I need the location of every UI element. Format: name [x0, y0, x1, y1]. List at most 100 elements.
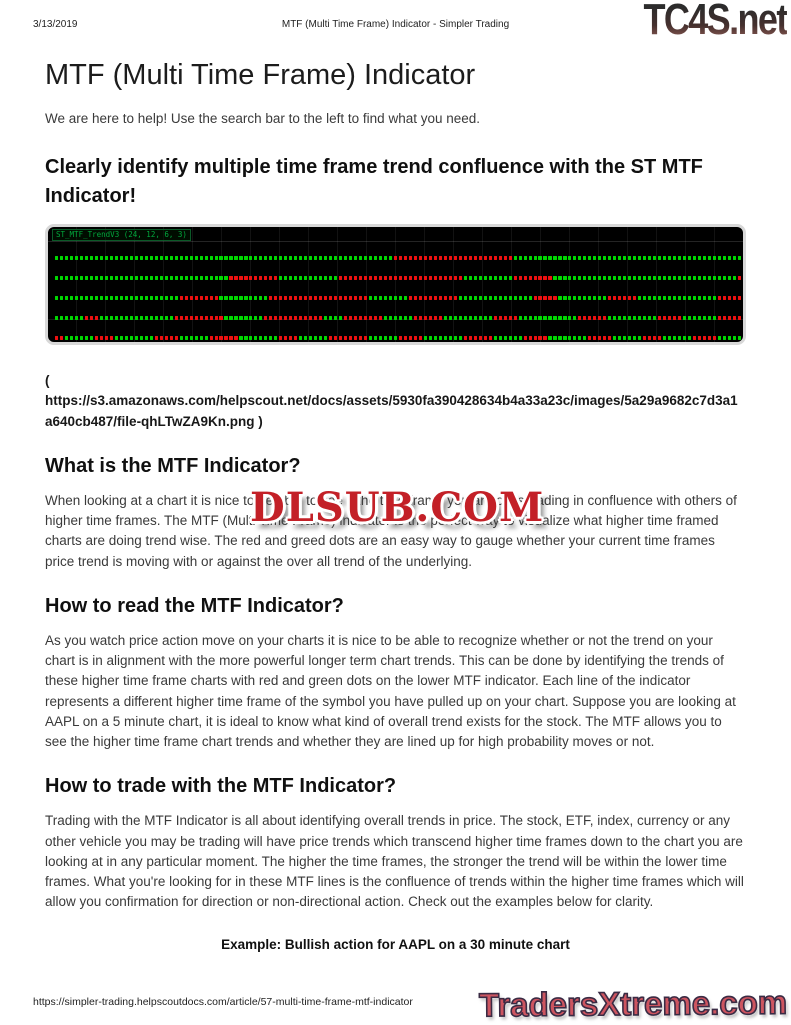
green-dot	[593, 295, 597, 301]
green-dot	[498, 275, 502, 281]
green-dot	[558, 255, 562, 261]
green-dot	[463, 295, 467, 301]
link-url-line2[interactable]: a640cb487/file-qhLTwZA9Kn.png )	[45, 413, 263, 429]
green-dot	[139, 255, 143, 261]
red-dot	[224, 335, 228, 341]
link-open-paren: (	[45, 373, 50, 389]
green-dot	[633, 255, 637, 261]
green-dot	[688, 335, 692, 341]
green-dot	[204, 255, 208, 261]
green-dot	[643, 295, 647, 301]
red-dot	[219, 335, 223, 341]
green-dot	[653, 275, 657, 281]
green-dot	[663, 295, 667, 301]
green-dot	[523, 255, 527, 261]
image-source-link[interactable]: ( https://s3.amazonaws.com/helpscout.net…	[45, 371, 746, 432]
green-dot	[448, 335, 452, 341]
green-dot	[159, 275, 163, 281]
green-dot	[89, 255, 93, 261]
green-dot	[513, 255, 517, 261]
red-dot	[433, 315, 437, 321]
green-dot	[294, 275, 298, 281]
green-dot	[154, 275, 158, 281]
red-dot	[453, 255, 457, 261]
green-dot	[618, 335, 622, 341]
green-dot	[717, 275, 722, 281]
red-dot	[543, 335, 547, 341]
green-dot	[508, 275, 512, 281]
green-dot	[563, 255, 567, 261]
green-dot	[493, 275, 497, 281]
red-dot	[727, 295, 731, 301]
green-dot	[568, 255, 572, 261]
red-dot	[329, 295, 333, 301]
green-dot	[732, 275, 736, 281]
green-dot	[99, 255, 103, 261]
red-dot	[732, 295, 736, 301]
green-dot	[84, 335, 88, 341]
red-dot	[423, 255, 427, 261]
green-dot	[688, 275, 692, 281]
green-dot	[149, 335, 153, 341]
red-dot	[319, 315, 323, 321]
red-dot	[418, 335, 422, 341]
mtf-indicator-chart: ST_MTF_TrendV3 (24, 12, 6, 3)	[45, 224, 746, 346]
green-dot	[732, 335, 736, 341]
green-dot	[693, 275, 697, 281]
red-dot	[403, 255, 407, 261]
green-dot	[229, 315, 233, 321]
green-dot	[269, 255, 273, 261]
green-dot	[104, 275, 108, 281]
red-dot	[423, 275, 427, 281]
red-dot	[418, 255, 422, 261]
green-dot	[114, 255, 118, 261]
red-dot	[344, 275, 348, 281]
green-dot	[468, 275, 472, 281]
green-dot	[643, 275, 647, 281]
red-dot	[334, 335, 338, 341]
green-dot	[329, 255, 333, 261]
green-dot	[583, 335, 587, 341]
green-dot	[583, 255, 587, 261]
green-dot	[339, 315, 343, 321]
green-dot	[438, 335, 442, 341]
green-dot	[164, 315, 168, 321]
green-dot	[159, 255, 163, 261]
green-dot	[224, 295, 228, 301]
green-dot	[598, 275, 602, 281]
red-dot	[498, 255, 502, 261]
green-dot	[329, 275, 333, 281]
green-dot	[224, 255, 228, 261]
red-dot	[413, 315, 417, 321]
green-dot	[523, 315, 527, 321]
green-dot	[578, 295, 582, 301]
red-dot	[433, 275, 437, 281]
green-dot	[104, 295, 108, 301]
green-dot	[144, 315, 148, 321]
green-dot	[149, 315, 153, 321]
red-dot	[369, 315, 373, 321]
link-url-line1[interactable]: https://s3.amazonaws.com/helpscout.net/d…	[45, 393, 738, 409]
green-dot	[104, 315, 108, 321]
red-dot	[274, 275, 278, 281]
red-dot	[608, 295, 612, 301]
red-dot	[189, 315, 193, 321]
section-how-to-trade: How to trade with the MTF Indicator? Tra…	[45, 774, 746, 912]
red-dot	[199, 315, 203, 321]
green-dot	[344, 255, 348, 261]
tc4s-logo: TC4S.net	[643, 0, 789, 44]
green-dot	[653, 315, 657, 321]
red-dot	[737, 275, 741, 281]
green-dot	[668, 335, 672, 341]
green-dot	[229, 295, 233, 301]
tradersxtreme-logo: TradersXtreme.com	[478, 983, 788, 1024]
green-dot	[164, 295, 168, 301]
green-dot	[513, 295, 517, 301]
red-dot	[433, 255, 437, 261]
green-dot	[508, 295, 512, 301]
red-dot	[418, 275, 422, 281]
red-dot	[204, 315, 208, 321]
green-dot	[608, 315, 612, 321]
green-dot	[568, 315, 572, 321]
green-dot	[603, 295, 607, 301]
